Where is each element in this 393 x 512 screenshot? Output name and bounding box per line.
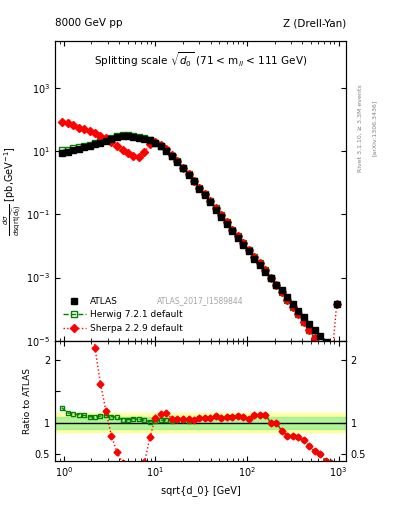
Sherpa 2.2.9 default [148, 141, 152, 147]
Herwig 7.2.1 default [153, 139, 158, 145]
Text: Z (Drell-Yan): Z (Drell-Yan) [283, 18, 346, 28]
Line: Herwig 7.2.1 default: Herwig 7.2.1 default [59, 133, 340, 378]
Text: 8000 GeV pp: 8000 GeV pp [55, 18, 123, 28]
ATLAS [334, 301, 339, 307]
Herwig 7.2.1 default [263, 267, 268, 273]
ATLAS [126, 133, 130, 139]
Bar [55, 414, 346, 433]
ATLAS [246, 248, 251, 254]
Text: ATLAS_2017_I1589844: ATLAS_2017_I1589844 [157, 296, 244, 305]
Line: ATLAS: ATLAS [59, 133, 340, 353]
Sherpa 2.2.9 default [334, 301, 339, 307]
Sherpa 2.2.9 default [329, 361, 334, 368]
Legend: ATLAS, Herwig 7.2.1 default, Sherpa 2.2.9 default: ATLAS, Herwig 7.2.1 default, Sherpa 2.2.… [59, 293, 187, 336]
Herwig 7.2.1 default [246, 247, 251, 253]
Y-axis label: Ratio to ATLAS: Ratio to ATLAS [23, 368, 32, 434]
ATLAS [323, 339, 328, 346]
Y-axis label: $\frac{d\sigma}{d\mathrm{sqrt}(\widetilde{d_0})}$ [pb,GeV$^{-1}$]: $\frac{d\sigma}{d\mathrm{sqrt}(\widetild… [2, 146, 24, 236]
Bar [55, 417, 346, 429]
Herwig 7.2.1 default [148, 137, 152, 143]
ATLAS [148, 137, 152, 143]
Herwig 7.2.1 default [120, 132, 125, 138]
ATLAS [263, 269, 268, 275]
ATLAS [153, 140, 158, 146]
ATLAS [120, 133, 125, 139]
Sherpa 2.2.9 default [120, 146, 125, 153]
Herwig 7.2.1 default [334, 373, 339, 379]
X-axis label: sqrt{d_0} [GeV]: sqrt{d_0} [GeV] [161, 485, 240, 496]
Sherpa 2.2.9 default [142, 150, 147, 156]
Herwig 7.2.1 default [329, 361, 334, 368]
Herwig 7.2.1 default [59, 147, 64, 154]
Herwig 7.2.1 default [126, 132, 130, 138]
Sherpa 2.2.9 default [323, 352, 328, 358]
ATLAS [59, 150, 64, 156]
ATLAS [329, 347, 334, 353]
Text: [arXiv:1306.3436]: [arXiv:1306.3436] [371, 100, 376, 156]
Sherpa 2.2.9 default [241, 240, 246, 246]
Sherpa 2.2.9 default [257, 260, 262, 266]
Text: Splitting scale $\sqrt{d_0}$ (71 < m$_{ll}$ < 111 GeV): Splitting scale $\sqrt{d_0}$ (71 < m$_{l… [94, 50, 307, 69]
Text: Rivet 3.1.10, ≥ 3.3M events: Rivet 3.1.10, ≥ 3.3M events [358, 84, 363, 172]
Line: Sherpa 2.2.9 default: Sherpa 2.2.9 default [59, 120, 340, 367]
Sherpa 2.2.9 default [59, 119, 64, 125]
